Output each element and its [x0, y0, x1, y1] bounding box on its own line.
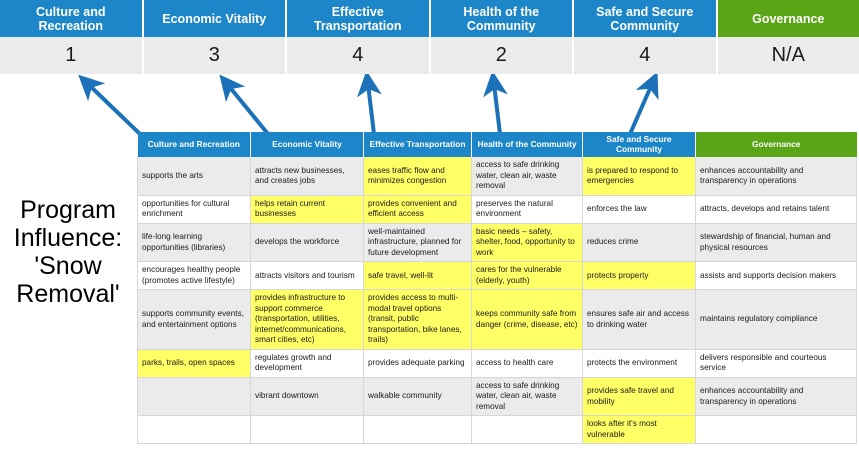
matrix-cell-highlighted[interactable]: basic needs – safety, shelter, food, opp… [471, 223, 583, 263]
matrix-cell[interactable]: maintains regulatory compliance [695, 289, 857, 350]
matrix-row: encourages healthy people (promotes acti… [137, 261, 857, 291]
banner-score-row: 1 3 4 2 4 N/A [0, 37, 859, 74]
matrix-cell[interactable]: vibrant downtown [250, 377, 364, 417]
matrix-header-safe-and-secure-community[interactable]: Safe and Secure Community [582, 132, 696, 158]
matrix-header-governance[interactable]: Governance [695, 132, 857, 158]
matrix-cell[interactable]: walkable community [363, 377, 472, 417]
arrow-economic-vitality [219, 74, 270, 136]
banner-score-economic-vitality: 3 [144, 37, 287, 74]
matrix-cell[interactable]: assists and supports decision makers [695, 261, 857, 291]
strategic-goals-banner: Culture and Recreation Economic Vitality E… [0, 0, 859, 74]
matrix-cell[interactable]: encourages healthy people (promotes acti… [137, 261, 251, 291]
matrix-cell[interactable]: ensures safe air and access to drinking … [582, 289, 696, 350]
caption-line-4: Removal' [16, 280, 120, 308]
matrix-row: looks after it's most vulnerable [137, 415, 857, 445]
matrix-cell[interactable]: attracts new businesses, and creates job… [250, 157, 364, 196]
matrix-cell[interactable]: delivers responsible and courteous servi… [695, 349, 857, 378]
matrix-cell-highlighted[interactable]: safe travel, well-lit [363, 261, 472, 291]
arrow-health-of-the-community [483, 74, 508, 135]
banner-score-safe-and-secure-community: 4 [574, 37, 718, 74]
banner-header-culture-and-recreation[interactable]: Culture and Recreation [0, 0, 144, 37]
arrow-culture-and-recreation [78, 74, 142, 136]
matrix-header-culture-and-recreation[interactable]: Culture and Recreation [137, 132, 251, 158]
matrix-cell-highlighted[interactable]: cares for the vulnerable (elderly, youth… [471, 261, 583, 291]
matrix-cell-highlighted[interactable]: provides safe travel and mobility [582, 377, 696, 417]
matrix-row: life-long learning opportunities (librar… [137, 223, 857, 263]
matrix-cell[interactable]: attracts visitors and tourism [250, 261, 364, 291]
matrix-cell[interactable]: supports the arts [137, 157, 251, 196]
matrix-cell[interactable]: regulates growth and development [250, 349, 364, 378]
arrow-layer [78, 74, 659, 136]
banner-header-economic-vitality[interactable]: Economic Vitality [143, 0, 287, 37]
matrix-row: vibrant downtown walkable community access… [137, 377, 857, 417]
matrix-header-row: Culture and Recreation Economic Vitality E… [137, 132, 857, 158]
matrix-cell[interactable]: access to health care [471, 349, 583, 378]
banner-score-culture-and-recreation: 1 [0, 37, 144, 74]
banner-score-governance: N/A [771, 44, 805, 66]
matrix-cell-highlighted[interactable]: looks after it's most vulnerable [582, 415, 696, 445]
matrix-cell[interactable] [250, 415, 364, 445]
influence-matrix-wrapper: Culture and Recreation Economic Vitality E… [137, 132, 857, 445]
banner-score-health-of-the-community: 2 [431, 37, 574, 74]
matrix-cell[interactable] [137, 415, 251, 445]
matrix-body: supports the arts attracts new businesses… [137, 157, 857, 445]
caption-line-2: Influence: [13, 224, 123, 252]
matrix-row: supports the arts attracts new businesses… [137, 157, 857, 196]
matrix-cell[interactable] [695, 415, 857, 445]
matrix-cell[interactable]: life-long learning opportunities (librar… [137, 223, 251, 263]
banner-header-safe-and-secure-community[interactable]: Safe and Secure Community [574, 0, 718, 37]
matrix-cell-highlighted[interactable]: eases traffic flow and minimizes congest… [363, 157, 472, 196]
matrix-cell-highlighted[interactable]: provides access to multi-modal travel op… [363, 289, 472, 350]
matrix-cell[interactable] [137, 377, 251, 417]
matrix-cell[interactable]: stewardship of financial, human and phys… [695, 223, 857, 263]
matrix-cell[interactable]: develops the workforce [250, 223, 364, 263]
matrix-cell[interactable]: enhances accountability and transparency… [695, 377, 857, 417]
matrix-header-health-of-the-community[interactable]: Health of the Community [471, 132, 583, 158]
matrix-cell[interactable]: protects the environment [582, 349, 696, 378]
matrix-cell[interactable]: reduces crime [582, 223, 696, 263]
arrow-safe-and-secure-community [628, 74, 659, 135]
matrix-cell[interactable]: access to safe drinking water, clean air… [471, 157, 583, 196]
matrix-cell[interactable]: enforces the law [582, 195, 696, 224]
matrix-cell[interactable]: opportunities for cultural enrichment [137, 195, 251, 224]
matrix-cell[interactable] [471, 415, 583, 445]
matrix-cell[interactable]: supports community events, and entertain… [137, 289, 251, 350]
matrix-cell[interactable]: preserves the natural environment [471, 195, 583, 224]
banner-header-row: Culture and Recreation Economic Vitality E… [0, 0, 859, 37]
matrix-cell[interactable]: enhances accountability and transparency… [695, 157, 857, 196]
matrix-cell-highlighted[interactable]: keeps community safe from danger (crime,… [471, 289, 583, 350]
program-influence-caption: Program Influence: 'Snow Removal' [2, 196, 134, 308]
influence-matrix-table: Culture and Recreation Economic Vitality E… [137, 132, 857, 445]
arrow-effective-transportation [357, 74, 382, 135]
matrix-cell-highlighted[interactable]: provides infrastructure to support comme… [250, 289, 364, 350]
matrix-row: parks, trails, open spaces regulates grow… [137, 349, 857, 378]
matrix-row: supports community events, and entertain… [137, 289, 857, 350]
matrix-cell-highlighted[interactable]: is prepared to respond to emergencies [582, 157, 696, 196]
matrix-cell[interactable] [363, 415, 472, 445]
matrix-header-effective-transportation[interactable]: Effective Transportation [363, 132, 472, 158]
matrix-cell[interactable]: provides adequate parking [363, 349, 472, 378]
caption-line-3: 'Snow [34, 252, 102, 280]
caption-line-1: Program [20, 196, 116, 224]
matrix-cell[interactable]: well-maintained infrastructure, planned … [363, 223, 472, 263]
matrix-cell-highlighted[interactable]: helps retain current businesses [250, 195, 364, 224]
matrix-row: opportunities for cultural enrichment hel… [137, 195, 857, 224]
matrix-cell-highlighted[interactable]: parks, trails, open spaces [137, 349, 251, 378]
matrix-cell[interactable]: attracts, develops and retains talent [695, 195, 857, 224]
banner-header-governance[interactable]: Governance [717, 0, 859, 37]
banner-score-effective-transportation: 4 [287, 37, 431, 74]
matrix-cell-highlighted[interactable]: protects property [582, 261, 696, 291]
matrix-cell-highlighted[interactable]: provides convenient and efficient access [363, 195, 472, 224]
banner-header-health-of-the-community[interactable]: Health of the Community [430, 0, 574, 37]
banner-header-effective-transportation[interactable]: Effective Transportation [287, 0, 431, 37]
matrix-header-economic-vitality[interactable]: Economic Vitality [250, 132, 364, 158]
matrix-cell[interactable]: access to safe drinking water, clean air… [471, 377, 583, 417]
